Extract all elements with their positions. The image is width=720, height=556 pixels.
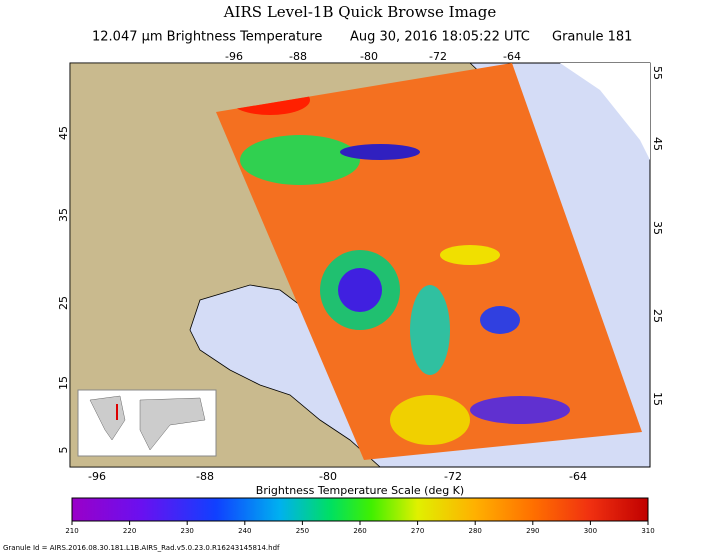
lon-tick-label: -64 (569, 470, 587, 483)
inset-land (89, 395, 206, 451)
lon-tick-label: -72 (444, 470, 462, 483)
lon-tick-label: -96 (225, 50, 243, 63)
lon-tick-label: -80 (319, 470, 337, 483)
granule-id: Granule Id = AIRS.2016.08.30.181.L1B.AIR… (3, 544, 280, 552)
colorbar-tick-label: 300 (584, 527, 597, 535)
colorbar-tick-label: 270 (411, 527, 424, 535)
lat-tick-label: 15 (651, 392, 664, 406)
colorbar-label: Brightness Temperature Scale (deg K) (256, 484, 464, 497)
title: AIRS Level-1B Quick Browse Image (223, 3, 497, 21)
colorbar-tick-label: 220 (123, 527, 136, 535)
colorbar-tick-label: 230 (181, 527, 194, 535)
lat-tick-label: 5 (57, 447, 70, 454)
lat-tick-label: 45 (57, 126, 70, 140)
lon-tick-label: -64 (503, 50, 521, 63)
colorbar (71, 497, 649, 522)
map (69, 62, 651, 468)
colorbar-tick-label: 310 (641, 527, 654, 535)
lon-ticks-bottom: -96 -88 -80 -72 -64 (88, 470, 587, 483)
lat-tick-label: 25 (57, 296, 70, 310)
lon-tick-label: -88 (196, 470, 214, 483)
lat-tick-label: 35 (651, 221, 664, 235)
colorbar-tick-label: 260 (353, 527, 366, 535)
colorbar-tick-label: 240 (238, 527, 251, 535)
colorbar-tick-label: 250 (296, 527, 309, 535)
lon-tick-label: -96 (88, 470, 106, 483)
projection-edge (70, 63, 650, 160)
lon-ticks-top: -96 -88 -80 -72 -64 (225, 50, 521, 63)
lat-tick-label: 15 (57, 376, 70, 390)
colorbar-ticks: 210 220 230 240 250 260 270 280 290 300 310 (65, 521, 655, 535)
lon-tick-label: -80 (360, 50, 378, 63)
lat-tick-label: 35 (57, 208, 70, 222)
lon-tick-label: -72 (429, 50, 447, 63)
lat-tick-label: 55 (651, 66, 664, 80)
colorbar-tick-label: 280 (469, 527, 482, 535)
lon-tick-label: -88 (289, 50, 307, 63)
lat-tick-label: 45 (651, 137, 664, 151)
subtitle-band: 12.047 μm Brightness Temperature (92, 30, 322, 45)
lat-tick-label: 25 (651, 309, 664, 323)
colorbar-tick-label: 210 (65, 527, 78, 535)
lat-ticks-right: 55 45 35 25 15 (651, 66, 664, 406)
subtitle-time: Aug 30, 2016 18:05:22 UTC (350, 30, 530, 45)
colorbar-tick-label: 290 (526, 527, 539, 535)
lat-ticks-left: 45 35 25 15 5 (57, 126, 70, 454)
subtitle-granule: Granule 181 (552, 30, 632, 45)
